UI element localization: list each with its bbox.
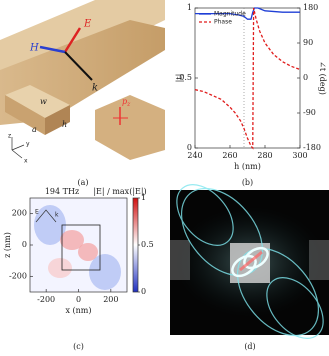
w-label: w (40, 97, 47, 106)
inset-e: E (35, 209, 39, 216)
plot-area (194, 7, 301, 149)
axis-arrow (11, 144, 25, 151)
panel-c: -200 0 200 -200 0 200 x (nm) z (nm) 194 THz |E| /… (3, 187, 154, 351)
panel-b: 240 260 280 300 0 0.5 1 -180 -90 0 90 180 h (nm) |t| ∠… (175, 3, 327, 187)
blob (89, 254, 121, 290)
e-label: E (83, 19, 92, 30)
x-tick-label: 260 (222, 151, 237, 160)
k-arrow (64, 51, 93, 81)
y2-tick-label: -90 (303, 108, 316, 117)
colorbar-tick-label: 1 (141, 193, 146, 202)
inset-axes (35, 209, 57, 223)
caption: (d) (244, 342, 255, 351)
x-tick-label: 200 (103, 295, 118, 304)
y2-tick-label: -180 (303, 143, 321, 152)
h-label: h (62, 120, 67, 129)
structure (61, 224, 101, 271)
y-tick-label: 0 (22, 240, 27, 249)
x-tick-label: 300 (292, 151, 307, 160)
y-tick-label: 0.5 (179, 73, 192, 82)
series-line (194, 7, 301, 150)
pillar-side (45, 105, 70, 135)
x-axis-label: h (nm) (234, 162, 261, 171)
axis-y: y (26, 141, 30, 148)
pillar (95, 95, 165, 160)
dipole (239, 250, 263, 272)
y2-tick-label: 0 (303, 73, 308, 82)
panel-d: (d) (170, 184, 329, 351)
caption: (c) (73, 342, 84, 351)
p-sub: z (126, 101, 131, 108)
x-tick-label: 240 (187, 151, 202, 160)
y-tick-label: 0 (187, 143, 192, 152)
pillar-side (5, 95, 45, 135)
y2-tick-label: 90 (303, 38, 313, 47)
x-tick-label: -200 (37, 295, 55, 304)
axis-x: x (24, 158, 28, 165)
axis-z: z (8, 133, 11, 140)
e-arrow (63, 27, 82, 53)
colorbar-tick-label: 0 (141, 287, 146, 296)
caption: (b) (242, 178, 253, 187)
legend-label: Magnitude (214, 11, 246, 18)
blob (48, 258, 72, 278)
y2-axis-label: ∠t (deg) (318, 61, 327, 95)
legend-label: Phase (214, 19, 232, 26)
h-label: H (29, 43, 39, 54)
pillar-top (5, 85, 70, 118)
series-line (195, 7, 300, 20)
caption: (a) (77, 178, 88, 187)
y-tick-label: 200 (12, 209, 27, 218)
y2-tick-label: 180 (303, 3, 318, 12)
colorbar (132, 197, 139, 293)
colorbar-label: |E| / max(|E|) (93, 187, 146, 196)
y-tick-label: 1 (187, 3, 192, 12)
p-label: pz (122, 97, 131, 108)
colorbar-tick-label: 0.5 (141, 240, 154, 249)
axis-arrow (11, 149, 23, 159)
a-label: a (32, 125, 37, 134)
field-lines (176, 184, 324, 339)
y-axis-label: z (nm) (3, 232, 12, 258)
x-tick-label: 0 (76, 295, 81, 304)
p: p (122, 97, 127, 106)
blob (78, 243, 98, 261)
field-map (30, 198, 127, 292)
title: 194 THz (45, 187, 79, 196)
y-tick-label: -200 (9, 271, 27, 280)
k-label: k (92, 83, 98, 94)
panel-a: E H k w a h pz z y x (a) (0, 0, 165, 187)
h-arrow (39, 45, 66, 54)
x-tick-label: 280 (257, 151, 272, 160)
y-axis-label: |t| (175, 74, 184, 83)
inset-k: k (55, 212, 59, 219)
blob (60, 230, 84, 250)
x-axis-label: x (nm) (65, 306, 91, 315)
